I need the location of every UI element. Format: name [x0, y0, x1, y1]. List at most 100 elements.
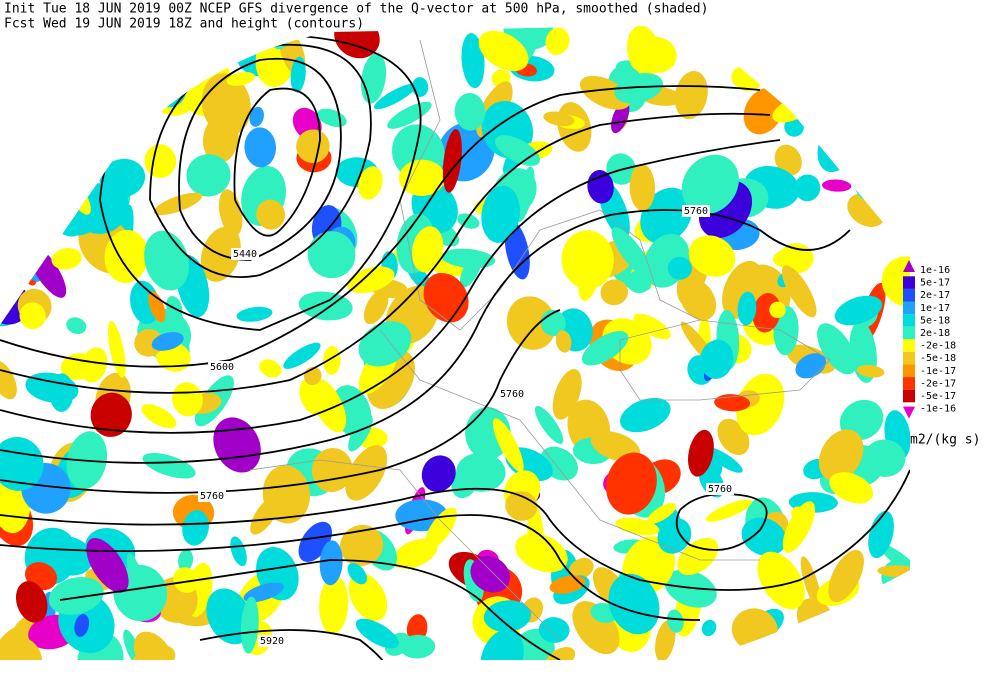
shading-blob — [705, 499, 753, 522]
colorbar-box — [903, 326, 915, 340]
contour-label: 5760 — [708, 484, 732, 495]
colorbar-label: 1e-16 — [920, 265, 950, 276]
shading-blob — [688, 235, 736, 277]
shading-blob — [186, 154, 231, 197]
contour-label-box — [231, 248, 259, 260]
colorbar-label: 5e-18 — [920, 315, 950, 326]
contour-label-box — [208, 361, 236, 373]
colorbar-box — [903, 276, 915, 289]
shading-blob — [459, 252, 483, 288]
shading-blob — [568, 557, 594, 580]
shading-blob — [32, 155, 49, 179]
shading-blob — [868, 510, 894, 559]
shading-blob — [339, 524, 384, 567]
shading-blob — [172, 382, 203, 417]
shading-blob — [363, 289, 389, 325]
coastline — [399, 39, 701, 331]
shading-blob — [674, 71, 708, 120]
shading-blob — [44, 536, 94, 576]
colorbar-units: m2/(kg s) — [910, 433, 980, 448]
shading-blob — [868, 141, 897, 186]
shading-blob — [818, 429, 864, 482]
shading-blob — [741, 517, 787, 557]
contour-line — [0, 209, 851, 464]
shading-blob — [441, 248, 496, 269]
shading-blob — [492, 418, 524, 473]
shading-blob — [605, 452, 657, 515]
shading-blob — [773, 305, 799, 356]
shading-blob — [769, 301, 786, 319]
shading-blob — [849, 601, 871, 658]
shading-blob — [743, 87, 784, 135]
shading-blob — [290, 56, 306, 93]
shading-blob — [608, 573, 660, 635]
shading-blob — [852, 141, 876, 187]
shading-blob — [250, 495, 280, 535]
shading-blob — [457, 213, 480, 229]
shading-blob — [863, 439, 906, 477]
shading-blob — [552, 369, 582, 420]
shading-blob — [80, 347, 108, 383]
shading-blob — [784, 117, 804, 137]
colorbar-box — [903, 389, 915, 403]
shading-blob — [478, 30, 529, 72]
shading-blob — [795, 626, 848, 660]
shading-blob — [68, 84, 100, 131]
contour-label-box — [258, 635, 286, 647]
shading-blob — [206, 588, 253, 645]
shading-blob — [633, 313, 671, 340]
shading-blob — [774, 144, 802, 176]
shading-blob — [856, 364, 885, 378]
shading-blob — [51, 248, 82, 270]
shading-blob — [108, 321, 126, 378]
shading-blob — [667, 609, 684, 633]
shading-blob — [818, 637, 838, 660]
shading-blob — [213, 417, 261, 473]
shading-blob — [0, 158, 21, 193]
shading-blob — [555, 330, 572, 353]
shading-blob — [534, 405, 564, 444]
contour-line — [233, 87, 321, 237]
shading-blob — [236, 306, 273, 322]
shading-blob — [794, 174, 821, 202]
shading-blob — [218, 189, 243, 237]
shading-blob — [243, 582, 284, 603]
coastline — [249, 459, 561, 641]
shading-blob — [442, 129, 462, 193]
shading-blob — [173, 567, 199, 594]
shading-blob — [701, 619, 717, 637]
shading-blob — [134, 328, 164, 357]
shading-blob — [600, 279, 629, 306]
shading-blob — [19, 302, 46, 330]
shading-blob — [0, 42, 23, 67]
shading-blob — [249, 106, 264, 127]
shading-blob — [655, 619, 676, 660]
contour-label-box — [682, 205, 710, 217]
shading-blob — [244, 127, 276, 168]
shading-blob — [836, 614, 864, 656]
shading-blob — [283, 342, 321, 369]
shading-blob — [629, 163, 656, 211]
contour-line — [0, 514, 701, 621]
shading-blob — [411, 226, 444, 273]
shading-blob — [307, 231, 356, 279]
shading-blob — [772, 246, 810, 268]
contour-line — [0, 309, 561, 494]
colorbar-box — [903, 364, 915, 378]
shading-blob — [296, 129, 330, 164]
shading-blob — [620, 397, 671, 433]
colorbar-box — [903, 288, 915, 302]
contour-line — [59, 559, 561, 660]
shading-blob — [782, 501, 816, 553]
coastline — [619, 319, 831, 401]
contour-label-box — [706, 483, 734, 495]
shading-blob — [679, 278, 717, 321]
shading-blob — [6, 202, 41, 231]
shading-blob — [454, 93, 486, 131]
shading-blob — [18, 105, 51, 158]
shading-blob — [847, 193, 886, 227]
colorbar-arrow — [903, 260, 915, 272]
shading-blob — [861, 90, 887, 147]
shading-blob — [348, 414, 373, 452]
